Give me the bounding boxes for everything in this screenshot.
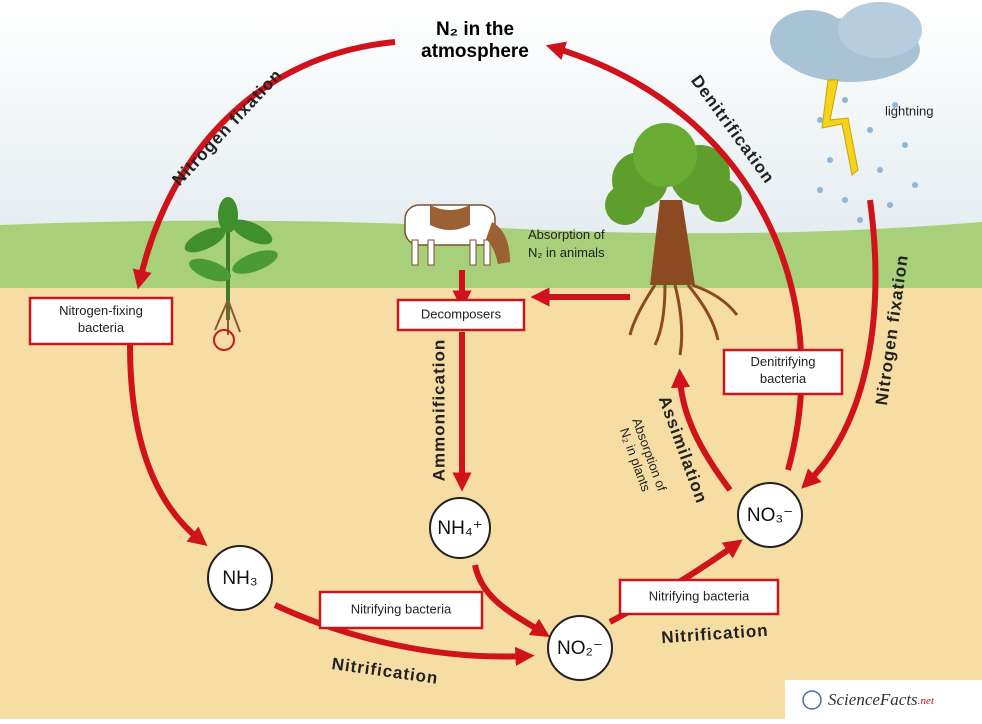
shape: [428, 240, 434, 265]
shape: N₂ in animals: [528, 245, 605, 260]
shape: [817, 187, 823, 193]
shape: [770, 10, 850, 70]
shape: [842, 97, 848, 103]
compound-label: NO₃⁻: [747, 505, 793, 526]
shape: N₂ in the: [436, 19, 514, 40]
shape: [867, 127, 873, 133]
shape: atmosphere: [421, 41, 529, 62]
shape: [842, 197, 848, 203]
shape: [605, 185, 645, 225]
shape: [817, 117, 823, 123]
shape: [857, 217, 863, 223]
compound-label: NH₃: [222, 568, 257, 589]
process-label: Ammonification: [429, 339, 448, 481]
shape: [827, 157, 833, 163]
shape: [887, 202, 893, 208]
shape: [877, 167, 883, 173]
shape: bacteria: [760, 371, 807, 386]
lightning-label: lightning: [885, 103, 933, 118]
nitrogen-cycle-diagram: lightning Absorption of N₂ in animals: [0, 0, 982, 719]
box-label: Nitrifying bacteria: [351, 601, 452, 616]
shape: [698, 178, 742, 222]
compound-label: NO₂⁻: [557, 638, 603, 659]
shape: [470, 240, 476, 265]
shape: [912, 182, 918, 188]
shape: [633, 123, 697, 187]
shape: Nitrogen-fixing: [59, 303, 143, 318]
compound-label: NH₄⁺: [437, 518, 482, 539]
box-label: Decomposers: [421, 306, 502, 321]
shape: [218, 197, 238, 233]
shape: [484, 240, 490, 265]
shape: ScienceFacts: [828, 690, 918, 709]
shape: Absorption of: [528, 227, 605, 242]
shape: .net: [918, 695, 935, 707]
shape: [902, 142, 908, 148]
shape: bacteria: [78, 320, 125, 335]
shape: [412, 240, 418, 265]
box-label: Nitrifying bacteria: [649, 588, 750, 603]
shape: [838, 2, 922, 58]
shape: Denitrifying: [750, 354, 815, 369]
